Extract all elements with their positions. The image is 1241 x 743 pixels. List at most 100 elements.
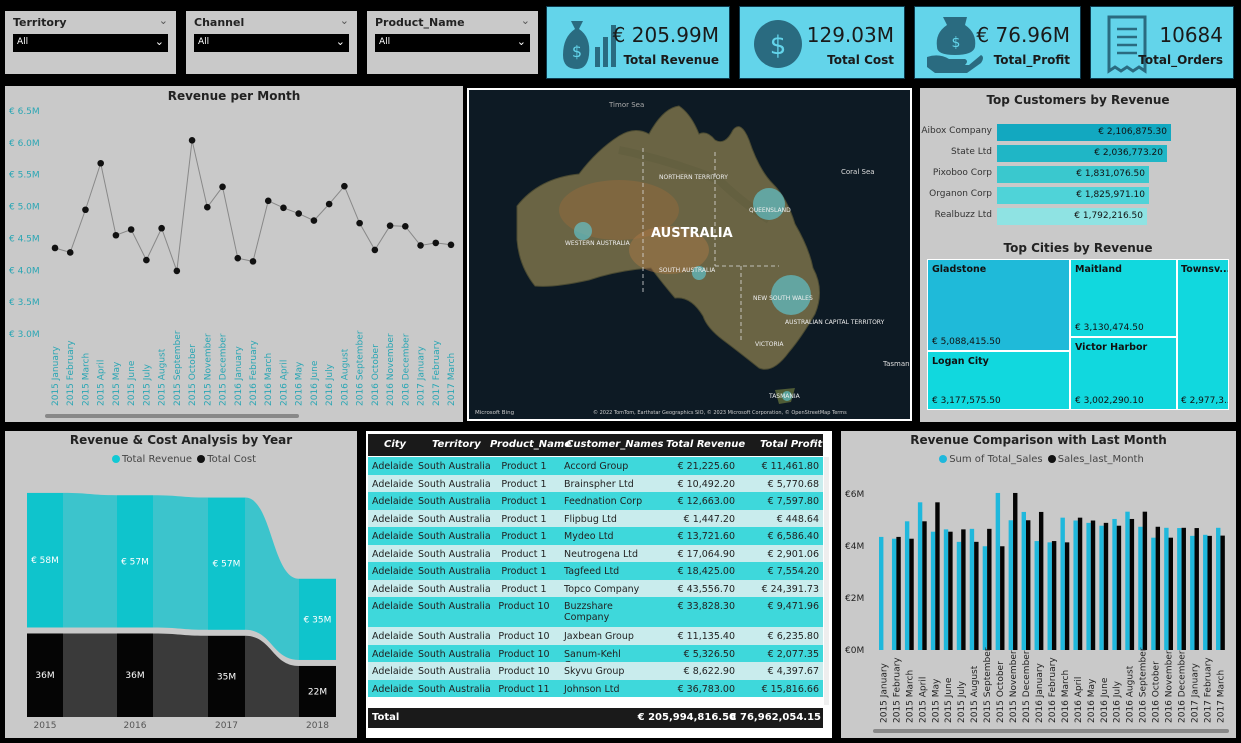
- last-month-bar[interactable]: [961, 529, 966, 650]
- vertical-scrollbar[interactable]: [824, 457, 829, 705]
- territory-slicer[interactable]: Territory ⌄ All ⌄: [5, 11, 176, 74]
- sales-bar[interactable]: [1099, 525, 1104, 650]
- data-point[interactable]: [112, 231, 120, 239]
- table-row[interactable]: Adelaide South Australia Product 10 Buzzsha…: [368, 597, 823, 627]
- table-row[interactable]: Adelaide South Australia Product 1 Mydeo Lt…: [368, 527, 823, 545]
- col-profit[interactable]: Total Profit: [760, 439, 823, 450]
- map-panel[interactable]: Timor Sea Coral Sea Tasman AUSTRALIA NOR…: [467, 88, 912, 421]
- last-month-bar[interactable]: [1026, 520, 1031, 650]
- data-point[interactable]: [219, 183, 226, 191]
- sales-bar[interactable]: [891, 538, 897, 650]
- data-point[interactable]: [386, 222, 394, 229]
- table-row[interactable]: Adelaide South Australia Product 1 Accord G…: [368, 457, 823, 475]
- last-month-bar[interactable]: [1038, 511, 1044, 650]
- customer-bar[interactable]: € 2,106,875.30: [997, 124, 1171, 141]
- city-tile-townsville[interactable]: Townsv... € 2,977,3...: [1177, 259, 1229, 410]
- last-month-bar[interactable]: [1103, 522, 1109, 650]
- revenue-bar[interactable]: [117, 495, 153, 628]
- cost-bar[interactable]: [208, 635, 245, 717]
- city-tile-maitland[interactable]: Maitland € 3,130,474.50: [1070, 259, 1177, 337]
- table-row[interactable]: Adelaide South Australia Product 1 Topco Co…: [368, 579, 823, 597]
- sales-bar[interactable]: [1112, 518, 1117, 650]
- data-point[interactable]: [158, 224, 165, 232]
- customer-bar[interactable]: € 1,831,076.50: [997, 166, 1149, 183]
- data-point[interactable]: [127, 226, 135, 233]
- table-row[interactable]: Adelaide South Australia Product 1 Brainsph…: [368, 474, 823, 492]
- data-point[interactable]: [432, 239, 440, 247]
- last-month-bar[interactable]: [1155, 526, 1161, 650]
- channel-dropdown[interactable]: All ⌄: [194, 34, 349, 52]
- sales-bar[interactable]: [1073, 520, 1078, 650]
- customer-bar[interactable]: € 1,825,971.10: [997, 187, 1149, 204]
- sales-bar[interactable]: [917, 502, 923, 650]
- australia-map[interactable]: Timor Sea Coral Sea Tasman AUSTRALIA NOR…: [469, 90, 910, 419]
- sales-bar[interactable]: [1060, 517, 1065, 650]
- detail-table[interactable]: City Territory Product_Name Customer_Nam…: [366, 431, 832, 738]
- last-month-bar[interactable]: [1129, 518, 1135, 650]
- cost-bar[interactable]: [27, 633, 63, 717]
- sales-bar[interactable]: [904, 521, 910, 650]
- table-row[interactable]: Adelaide South Australia Product 10 Skyvu G…: [368, 662, 823, 680]
- last-month-bar[interactable]: [935, 502, 940, 650]
- customer-bar[interactable]: € 2,036,773.20: [997, 145, 1167, 162]
- city-tile-logan[interactable]: Logan City € 3,177,575.50: [927, 351, 1070, 410]
- sales-bar[interactable]: [1177, 528, 1182, 650]
- data-point[interactable]: [417, 242, 424, 249]
- sales-bar[interactable]: [1034, 541, 1039, 650]
- sales-bar[interactable]: [1021, 511, 1026, 650]
- last-month-bar[interactable]: [1077, 517, 1083, 650]
- city-tile-victor-harbor[interactable]: Victor Harbor € 3,002,290.10: [1070, 337, 1177, 410]
- revenue-bar[interactable]: [27, 492, 63, 628]
- revenue-bar[interactable]: [299, 578, 336, 660]
- sales-bar[interactable]: [1138, 526, 1143, 650]
- sales-bar[interactable]: [1203, 534, 1208, 650]
- data-point[interactable]: [204, 203, 211, 211]
- territory-dropdown[interactable]: All ⌄: [13, 34, 168, 52]
- table-row[interactable]: Adelaide South Australia Product 1 Feednati…: [368, 492, 823, 510]
- sales-bar[interactable]: [1008, 520, 1014, 650]
- last-month-bar[interactable]: [948, 531, 953, 650]
- sales-bar[interactable]: [1190, 535, 1195, 650]
- sales-bar[interactable]: [1125, 511, 1130, 650]
- data-point[interactable]: [341, 182, 348, 190]
- channel-slicer[interactable]: Channel ⌄ All ⌄: [186, 11, 357, 74]
- chevron-down-icon[interactable]: ⌄: [339, 14, 349, 27]
- last-month-bar[interactable]: [1064, 542, 1070, 650]
- sales-bar[interactable]: [943, 529, 949, 650]
- data-point[interactable]: [97, 159, 104, 167]
- product-dropdown[interactable]: All ⌄: [375, 34, 530, 52]
- horizontal-scrollbar[interactable]: [873, 729, 1229, 733]
- data-point[interactable]: [51, 244, 59, 252]
- product-slicer[interactable]: Product_Name ⌄ All ⌄: [367, 11, 538, 74]
- data-point[interactable]: [234, 254, 242, 262]
- sales-bar[interactable]: [982, 546, 988, 650]
- sales-bar[interactable]: [956, 541, 962, 650]
- data-point[interactable]: [188, 137, 196, 144]
- sales-bar[interactable]: [1086, 522, 1091, 650]
- last-month-bar[interactable]: [1000, 546, 1005, 650]
- data-point[interactable]: [310, 217, 318, 224]
- table-row[interactable]: Adelaide South Australia Product 1 Flipbug …: [368, 509, 823, 527]
- last-month-bar[interactable]: [974, 541, 979, 650]
- data-point[interactable]: [295, 210, 302, 217]
- last-month-bar[interactable]: [1220, 535, 1225, 650]
- sales-bar[interactable]: [1047, 542, 1052, 650]
- last-month-bar[interactable]: [896, 536, 901, 650]
- data-point[interactable]: [82, 206, 89, 214]
- last-month-bar[interactable]: [922, 521, 927, 650]
- data-point[interactable]: [356, 219, 363, 227]
- data-point[interactable]: [66, 249, 74, 256]
- last-month-bar[interactable]: [1168, 537, 1173, 650]
- last-month-bar[interactable]: [1090, 520, 1096, 650]
- sales-bar[interactable]: [1164, 527, 1169, 650]
- last-month-bar[interactable]: [1013, 492, 1018, 650]
- cost-bar[interactable]: [117, 633, 153, 717]
- table-row[interactable]: Adelaide South Australia Product 1 Neutroge…: [368, 544, 823, 562]
- col-customer[interactable]: Customer_Names: [566, 439, 664, 450]
- last-month-bar[interactable]: [1051, 541, 1057, 650]
- last-month-bar[interactable]: [909, 538, 914, 650]
- last-month-bar[interactable]: [1194, 528, 1199, 650]
- chevron-down-icon[interactable]: ⌄: [158, 14, 168, 27]
- col-city[interactable]: City: [384, 439, 407, 450]
- cost-bar[interactable]: [299, 665, 336, 717]
